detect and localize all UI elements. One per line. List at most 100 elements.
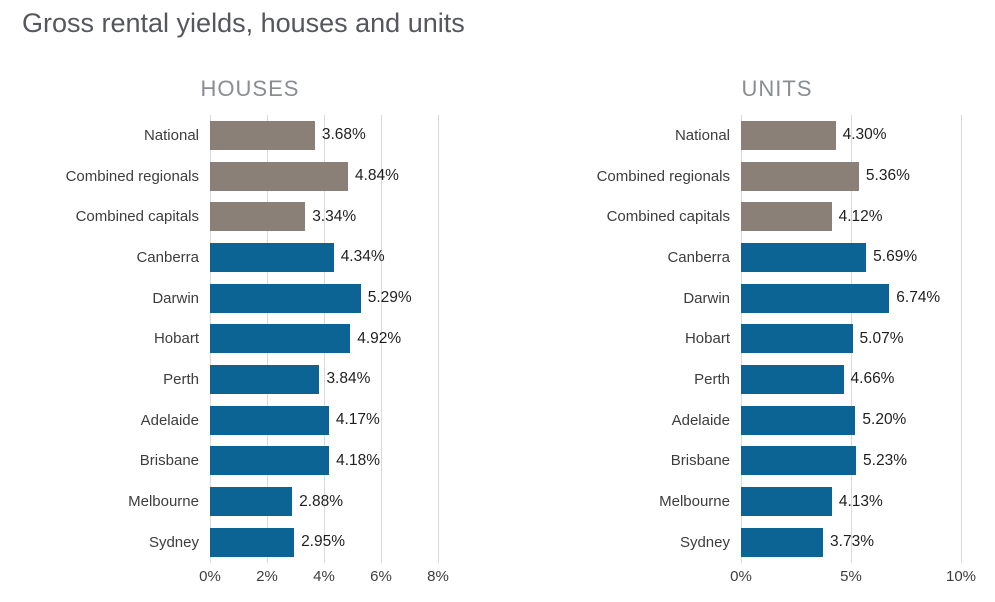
bar [210,364,320,394]
bar-row: 4.34% [210,237,438,278]
bar [210,161,348,191]
x-tick-row: 0% 2% 4% 6% 8% [199,567,449,592]
bar-row: 4.66% [741,359,961,400]
x-tick-row: 0% 5% 10% [730,567,976,592]
bar [210,242,334,272]
category-label: National [143,126,199,144]
bar-value-label: 3.34% [312,207,357,225]
plot-grid-houses: National Combined regionals Combined capit… [62,115,439,563]
category-labels-units: National Combined regionals Combined capit… [593,115,741,563]
bar-row: 6.74% [741,278,961,319]
x-axis-houses: 0% 2% 4% 6% 8% [62,567,449,592]
category-label: Hobart [153,330,199,348]
x-tick-label: 10% [945,567,977,585]
bar-value-label: 4.30% [842,126,887,144]
bar [741,324,853,354]
bar-row: 2.88% [210,481,438,522]
bar-row: 4.18% [210,441,438,482]
bar-row: 3.73% [741,522,961,563]
bar [210,446,330,476]
category-label: Canberra [136,248,199,266]
bar [741,161,859,191]
bar-row: 4.84% [210,156,438,197]
charts-row: HOUSES National Combined regionals Combine… [0,75,995,592]
bar-value-label: 5.36% [865,167,910,185]
bar-value-label: 6.74% [896,289,941,307]
bar-value-label: 4.84% [354,167,399,185]
bar [741,283,890,313]
x-tick-label: 0% [199,567,221,585]
category-label: Canberra [667,248,730,266]
bar-row: 3.84% [210,359,438,400]
bar-row: 2.95% [210,522,438,563]
bar [741,487,832,517]
bar-row: 4.92% [210,318,438,359]
bar-row: 5.36% [741,156,961,197]
x-tick-label: 8% [427,567,449,585]
category-label: Combined capitals [75,208,199,226]
bar-value-label: 5.20% [862,411,907,429]
plot-area-houses: 3.68% 4.84% 3.34% 4.34% 5.29% 4.92% 3.84% 4.17%… [210,115,439,563]
bar-row: 5.23% [741,441,961,482]
bar [741,364,844,394]
bar-value-label: 5.07% [859,329,904,347]
category-label: Sydney [679,533,730,551]
category-label: Combined regionals [596,167,730,185]
category-label: Adelaide [671,411,730,429]
category-label: Perth [163,370,199,388]
x-tick-label: 0% [730,567,752,585]
bar-row: 5.20% [741,400,961,441]
bar-value-label: 4.92% [357,329,402,347]
bar-value-label: 4.66% [850,370,895,388]
category-label: National [674,126,730,144]
x-tick-label: 4% [313,567,335,585]
x-tick-label: 6% [370,567,392,585]
bar [741,202,832,232]
bar-row: 5.69% [741,237,961,278]
bar [210,405,329,435]
bar [210,202,306,232]
bar-value-label: 4.34% [340,248,385,266]
bar [741,120,836,150]
plot-grid-units: National Combined regionals Combined capit… [593,115,962,563]
bar-row: 5.07% [741,318,961,359]
category-label: Brisbane [139,452,199,470]
bar [741,405,856,435]
bar-row: 4.13% [741,481,961,522]
bar-row: 4.17% [210,400,438,441]
bar-value-label: 5.23% [863,451,907,469]
category-label: Hobart [684,330,730,348]
category-label: Adelaide [140,411,199,429]
gridline [438,115,439,563]
bar-value-label: 3.84% [326,370,371,388]
bar-value-label: 4.17% [335,411,380,429]
chart-units: UNITS National Combined regionals Combined… [593,75,976,592]
chart-title-units: UNITS [741,76,813,101]
x-tick-label: 5% [840,567,862,585]
bar-value-label: 4.13% [838,492,883,510]
bar [741,527,824,557]
bar [210,487,293,517]
bar-row: 3.68% [210,115,438,156]
bar-value-label: 5.69% [873,248,918,266]
bar-value-label: 2.88% [299,492,344,510]
bar-row: 3.34% [210,196,438,237]
category-label: Perth [694,370,730,388]
bar [210,527,295,557]
x-tick-label: 2% [256,567,278,585]
gridline [961,115,962,563]
category-label: Sydney [148,533,199,551]
bar-row: 4.12% [741,196,961,237]
bar-value-label: 4.12% [838,207,883,225]
bar [210,120,315,150]
bar [741,446,857,476]
category-label: Combined regionals [65,167,199,185]
category-label: Melbourne [128,493,199,511]
bar [210,324,351,354]
bar-value-label: 5.29% [367,289,412,307]
bar [741,242,867,272]
bar-row: 5.29% [210,278,438,319]
bar-row: 4.30% [741,115,961,156]
chart-houses: HOUSES National Combined regionals Combine… [62,75,449,592]
